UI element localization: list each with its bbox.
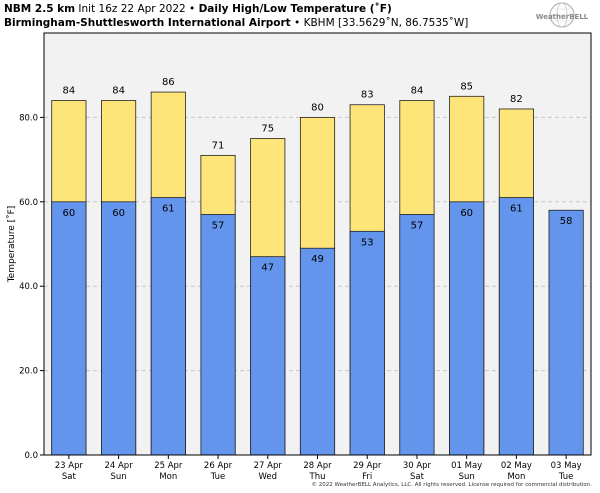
high-temp-label: 80 bbox=[311, 102, 324, 113]
low-temp-label: 47 bbox=[261, 263, 274, 274]
y-tick-label: 40.0 bbox=[19, 282, 38, 292]
data-labels: 84 60 84 60 86 61 71 57 75 47 80 49 83 53 84 57 85 60 82 61… bbox=[62, 77, 572, 274]
low-temp-bar bbox=[101, 201, 137, 456]
x-tick-date: 23 Apr bbox=[55, 461, 84, 471]
bars bbox=[51, 91, 584, 456]
x-tick-date: 29 Apr bbox=[353, 461, 382, 471]
x-tick-day: Wed bbox=[258, 472, 277, 482]
low-temp-bar bbox=[548, 209, 584, 456]
x-tick-date: 01 May bbox=[451, 461, 482, 471]
low-temp-label: 57 bbox=[411, 220, 424, 231]
x-tick-date: 02 May bbox=[501, 461, 532, 471]
low-temp-bar bbox=[150, 197, 186, 456]
y-tick-label: 80.0 bbox=[19, 113, 38, 123]
high-temp-label: 84 bbox=[112, 86, 125, 97]
high-temp-label: 83 bbox=[361, 90, 374, 101]
low-temp-bar bbox=[449, 201, 485, 456]
low-temp-label: 61 bbox=[162, 204, 175, 215]
x-tick-date: 30 Apr bbox=[403, 461, 432, 471]
low-temp-label: 61 bbox=[510, 204, 523, 215]
high-temp-label: 84 bbox=[411, 86, 424, 97]
separator: • bbox=[294, 17, 301, 29]
chart-header-line-2: Birmingham-Shuttlesworth International A… bbox=[4, 17, 468, 29]
x-tick-day: Sat bbox=[410, 472, 425, 482]
high-temp-label: 85 bbox=[460, 81, 473, 92]
station-name: Birmingham-Shuttlesworth International A… bbox=[4, 17, 291, 29]
x-tick-date: 26 Apr bbox=[204, 461, 233, 471]
low-temp-label: 49 bbox=[311, 254, 324, 265]
high-temp-label: 82 bbox=[510, 94, 523, 105]
low-temp-bar bbox=[399, 214, 435, 456]
low-temp-bar bbox=[250, 256, 286, 456]
x-tick-day: Sun bbox=[111, 472, 127, 482]
chart-header-line-1: NBM 2.5 km Init 16z 22 Apr 2022 • Daily … bbox=[4, 3, 392, 15]
low-temp-label: 57 bbox=[212, 220, 225, 231]
low-temp-bar bbox=[349, 230, 385, 456]
x-tick-date: 28 Apr bbox=[303, 461, 332, 471]
x-tick-day: Mon bbox=[159, 472, 177, 482]
x-tick-date: 25 Apr bbox=[154, 461, 183, 471]
separator: • bbox=[189, 3, 196, 15]
high-temp-label: 71 bbox=[212, 140, 225, 151]
x-tick-day: Tue bbox=[210, 472, 226, 482]
low-temp-label: 58 bbox=[560, 216, 573, 227]
copyright-notice: © 2022 WeatherBELL Analytics, LLC. All r… bbox=[311, 482, 592, 488]
init-time: Init 16z 22 Apr 2022 bbox=[78, 3, 186, 15]
x-tick-day: Mon bbox=[507, 472, 525, 482]
high-temp-label: 75 bbox=[261, 124, 274, 135]
high-temp-label: 84 bbox=[62, 86, 75, 97]
low-temp-label: 60 bbox=[62, 208, 75, 219]
x-tick-day: Thu bbox=[309, 472, 326, 482]
model-name: NBM 2.5 km bbox=[4, 3, 76, 15]
low-temp-bar bbox=[51, 201, 87, 456]
low-temp-label: 60 bbox=[460, 208, 473, 219]
logo-text: WeatherBELL bbox=[536, 13, 589, 21]
x-tick-date: 24 Apr bbox=[104, 461, 133, 471]
x-tick-day: Tue bbox=[558, 472, 574, 482]
product-name: Daily High/Low Temperature (˚F) bbox=[198, 3, 392, 15]
x-tick-day: Fri bbox=[362, 472, 372, 482]
y-axis: 0.0 20.0 40.0 60.0 80.0 bbox=[19, 113, 44, 461]
x-tick-date: 03 May bbox=[551, 461, 582, 471]
globe-logo-icon: WeatherBELL bbox=[536, 2, 589, 28]
x-tick-day: Sat bbox=[62, 472, 77, 482]
y-tick-label: 0.0 bbox=[24, 451, 38, 461]
y-axis-label: Temperature [˚F] bbox=[6, 206, 17, 284]
station-info: KBHM [33.5629˚N, 86.7535˚W] bbox=[303, 17, 469, 29]
y-tick-label: 20.0 bbox=[19, 367, 38, 377]
low-temp-bar bbox=[299, 247, 336, 456]
weatherbell-logo: WeatherBELL bbox=[530, 2, 594, 32]
x-tick-day: Sun bbox=[459, 472, 475, 482]
low-temp-label: 53 bbox=[361, 237, 374, 248]
low-temp-bar bbox=[498, 197, 534, 456]
x-tick-date: 27 Apr bbox=[254, 461, 283, 471]
low-temp-bar bbox=[200, 214, 236, 456]
y-tick-label: 60.0 bbox=[19, 198, 38, 208]
high-temp-label: 86 bbox=[162, 77, 175, 88]
low-temp-label: 60 bbox=[112, 208, 125, 219]
